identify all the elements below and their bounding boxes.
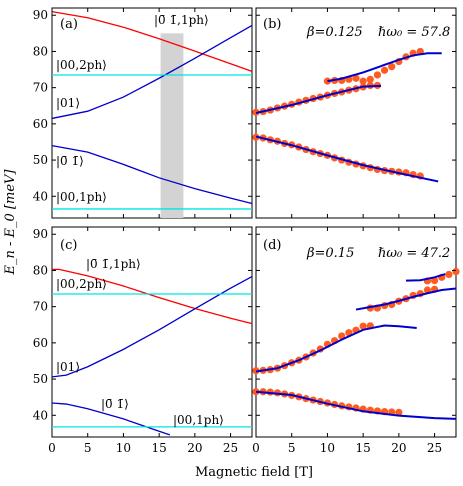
series-line-c-0 bbox=[52, 268, 253, 325]
panel-label-b: (b) bbox=[263, 17, 281, 32]
data-point-b-0-17 bbox=[373, 71, 382, 79]
x-tick-label-d-20: 20 bbox=[391, 441, 406, 455]
state-label-a-01: |01⟩ bbox=[56, 96, 80, 110]
panel-d-plot bbox=[252, 267, 460, 420]
shaded-band bbox=[160, 33, 184, 219]
x-tick-label-c-15: 15 bbox=[152, 441, 167, 455]
y-tick-label-a-60: 60 bbox=[33, 117, 48, 131]
series-line-a-1 bbox=[51, 24, 253, 120]
series-line-d-4 bbox=[255, 324, 417, 373]
panel-b-plot bbox=[252, 47, 442, 183]
panel-d-frame bbox=[255, 226, 457, 438]
x-axis-label: Magnetic field [T] bbox=[195, 465, 313, 480]
data-point-d-0-15 bbox=[359, 322, 367, 330]
y-axis-label: E_n - E_0 [meV] bbox=[3, 169, 18, 276]
hw-label-b: ℏω₀ = 57.8 bbox=[378, 25, 450, 40]
panel-label-a: (a) bbox=[60, 17, 78, 32]
hw-label-d: ℏω₀ = 47.2 bbox=[378, 246, 450, 261]
beta-label-b: β=0.125 bbox=[306, 25, 363, 40]
y-tick-label-c-80: 80 bbox=[33, 263, 48, 277]
y-tick-label-a-50: 50 bbox=[33, 153, 48, 167]
y-tick-label-c-50: 50 bbox=[33, 372, 48, 386]
series-line-d-6 bbox=[405, 273, 446, 282]
data-point-d-1-8 bbox=[423, 286, 432, 294]
panel-a-frame bbox=[51, 7, 253, 219]
y-tick-label-c-60: 60 bbox=[33, 336, 48, 350]
state-label-c-2ph: |00,2ph⟩ bbox=[56, 277, 107, 291]
x-tick-label-c-25: 25 bbox=[223, 441, 238, 455]
panel-c-plot bbox=[51, 268, 253, 436]
data-point-d-3-20 bbox=[395, 408, 403, 416]
state-label-c-1ph: |00,1ph⟩ bbox=[173, 413, 224, 427]
data-point-d-2-3 bbox=[445, 270, 453, 279]
panel-label-c: (c) bbox=[60, 238, 77, 253]
state-label-c-top: |0̄ 1̄,1ph⟩ bbox=[86, 257, 141, 271]
panel-c-frame bbox=[51, 226, 253, 438]
state-label-c-01: |01⟩ bbox=[56, 360, 80, 374]
y-tick-label-a-80: 80 bbox=[33, 44, 48, 58]
y-tick-label-a-70: 70 bbox=[33, 81, 48, 95]
state-label-a-0b1b: |0̄ 1̄⟩ bbox=[56, 154, 84, 168]
panel-label-d: (d) bbox=[263, 238, 281, 253]
x-tick-label-c-5: 5 bbox=[84, 441, 92, 455]
data-point-b-1-4 bbox=[352, 74, 360, 82]
x-tick-label-c-0: 0 bbox=[48, 441, 56, 455]
series-line-d-7 bbox=[255, 390, 457, 420]
y-tick-label-a-40: 40 bbox=[33, 189, 48, 203]
x-tick-label-d-25: 25 bbox=[427, 441, 442, 455]
x-tick-label-d-0: 0 bbox=[252, 441, 260, 455]
state-label-c-0b1b: |0̄ 1̄⟩ bbox=[101, 397, 129, 411]
x-tick-label-c-20: 20 bbox=[187, 441, 202, 455]
state-label-a-top: |0̄ 1̄,1ph⟩ bbox=[154, 13, 209, 27]
x-tick-label-d-15: 15 bbox=[356, 441, 371, 455]
data-point-d-2-4 bbox=[452, 267, 460, 276]
data-point-d-2-1 bbox=[430, 276, 439, 285]
series-line-c-2 bbox=[51, 402, 171, 436]
series-line-c-1 bbox=[51, 276, 253, 378]
series-line-a-0 bbox=[51, 10, 253, 72]
series-line-d-5 bbox=[355, 287, 457, 311]
series-line-b-4 bbox=[327, 52, 442, 83]
series-line-a-2 bbox=[51, 144, 253, 205]
data-point-b-1-5 bbox=[359, 77, 367, 85]
y-tick-label-c-40: 40 bbox=[33, 408, 48, 422]
series-line-b-3 bbox=[255, 84, 382, 114]
x-tick-label-d-10: 10 bbox=[320, 441, 335, 455]
panel-a-plot bbox=[51, 10, 253, 219]
axis-ticks: 40 50 60 70 80 90 0 5 10 15 20 25 40 50 60 70 80 90 0 5 10 15… bbox=[33, 8, 456, 455]
state-label-a-2ph: |00,2ph⟩ bbox=[56, 58, 107, 72]
x-tick-label-d-5: 5 bbox=[288, 441, 296, 455]
series-line-b-5 bbox=[255, 135, 439, 183]
data-point-b-0-16 bbox=[366, 75, 374, 83]
data-point-b-0-19 bbox=[388, 63, 396, 71]
y-tick-label-c-70: 70 bbox=[33, 300, 48, 314]
y-tick-label-c-90: 90 bbox=[33, 227, 48, 241]
state-label-a-1ph: |00,1ph⟩ bbox=[56, 190, 107, 204]
y-tick-label-a-90: 90 bbox=[33, 8, 48, 22]
x-tick-label-c-10: 10 bbox=[116, 441, 131, 455]
beta-label-d: β=0.15 bbox=[306, 246, 354, 261]
data-point-b-0-18 bbox=[380, 66, 389, 74]
